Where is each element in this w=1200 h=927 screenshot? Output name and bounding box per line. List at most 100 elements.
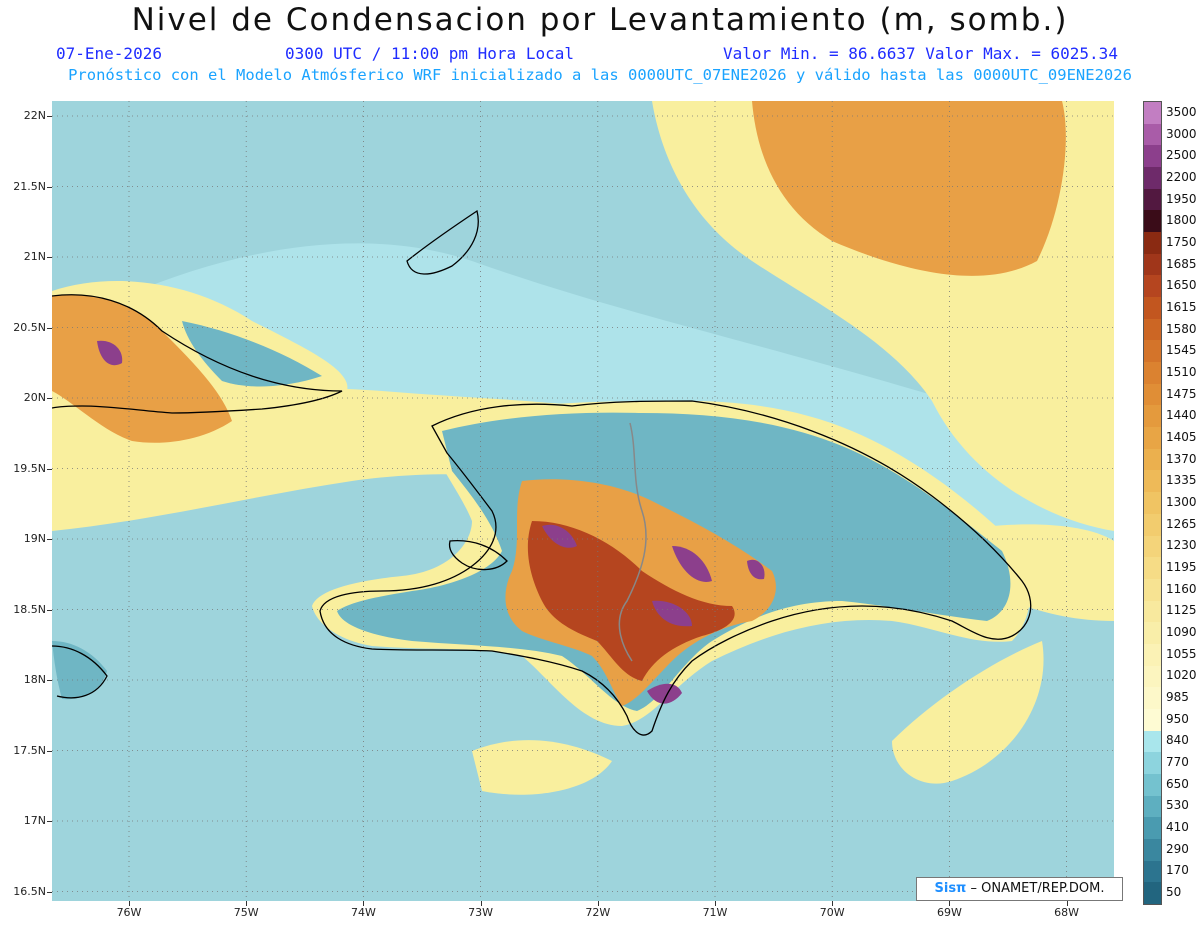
- legend-swatch: [1144, 362, 1161, 385]
- legend-swatch: [1144, 557, 1161, 580]
- legend-swatch: [1144, 578, 1161, 602]
- latitude-label: 21N: [23, 250, 46, 263]
- legend-swatch: [1144, 167, 1161, 190]
- forecast-date: 07-Ene-2026: [56, 44, 162, 63]
- longitude-tick: [246, 901, 248, 906]
- latitude-label: 21.5N: [13, 179, 46, 193]
- legend-label: 1230: [1166, 538, 1197, 553]
- latitude-label: 17N: [23, 814, 46, 827]
- legend-label: 530: [1166, 798, 1189, 813]
- condensation-level-map: [52, 101, 1114, 901]
- legend-label: 1300: [1166, 495, 1197, 509]
- legend-label: 1405: [1166, 429, 1197, 444]
- legend-swatch: [1144, 752, 1161, 775]
- latitude-tick: [47, 609, 52, 611]
- legend-swatch: [1144, 123, 1161, 146]
- legend-label: 840: [1166, 733, 1189, 748]
- legend-label: 1800: [1166, 213, 1197, 228]
- longitude-label: 74W: [350, 906, 376, 919]
- tortuga-coastline: [448, 540, 508, 571]
- model-subtitle: Pronóstico con el Modelo Atmósferico WRF…: [68, 66, 1132, 84]
- legend-swatch: [1144, 882, 1161, 905]
- legend-label: 290: [1166, 841, 1189, 856]
- legend-swatch: [1144, 145, 1161, 168]
- latitude-label: 19N: [23, 532, 46, 545]
- longitude-label: 76W: [116, 906, 142, 919]
- latitude-tick: [47, 680, 52, 681]
- latitude-label: 20N: [23, 391, 46, 404]
- latitude-tick: [47, 468, 52, 470]
- jamaica-teal: [52, 641, 107, 700]
- latitude-tick: [47, 891, 52, 893]
- latitude-label: 20.5N: [13, 320, 46, 334]
- legend-label: 2200: [1166, 169, 1197, 184]
- longitude-label: 69W: [936, 906, 962, 919]
- legend-label: 1265: [1166, 516, 1197, 531]
- legend-swatch: [1144, 405, 1161, 428]
- hispaniola-brown: [527, 521, 735, 681]
- latitude-tick: [47, 327, 52, 329]
- legend-swatch: [1144, 773, 1161, 797]
- latitude-label: 22N: [23, 109, 46, 122]
- latitude-label: 19.5N: [13, 461, 46, 475]
- legend-label: 1125: [1166, 603, 1197, 618]
- latitude-label: 18.5N: [13, 602, 46, 616]
- legend-label: 1195: [1166, 560, 1197, 575]
- legend-swatch: [1144, 275, 1161, 298]
- legend-swatch: [1144, 535, 1161, 558]
- legend-swatch: [1144, 622, 1161, 645]
- legend-label: 1685: [1166, 256, 1197, 271]
- legend-swatch: [1144, 340, 1161, 363]
- longitude-tick: [597, 901, 599, 906]
- longitude-tick: [715, 901, 716, 906]
- legend-swatch: [1144, 188, 1161, 211]
- longitude-tick: [480, 901, 482, 906]
- latitude-label: 16.5N: [13, 884, 46, 898]
- legend-swatch: [1144, 687, 1161, 710]
- legend-label: 1580: [1166, 321, 1197, 336]
- legend-swatch: [1144, 470, 1161, 493]
- latitude-tick: [47, 257, 52, 258]
- longitude-tick: [363, 901, 365, 906]
- legend-label: 1160: [1166, 581, 1197, 596]
- latitude-label: 18N: [23, 673, 46, 686]
- legend-swatch: [1144, 860, 1161, 883]
- legend-label: 1090: [1166, 625, 1197, 640]
- legend-label: 1055: [1166, 646, 1197, 661]
- longitude-label: 70W: [819, 906, 845, 919]
- color-legend: [1143, 101, 1162, 905]
- legend-swatch: [1144, 643, 1161, 667]
- legend-label: 770: [1166, 755, 1189, 770]
- legend-label: 1650: [1166, 278, 1197, 293]
- legend-label: 1335: [1166, 473, 1197, 488]
- legend-swatch: [1144, 318, 1161, 341]
- hispaniola-purple-3: [652, 600, 692, 627]
- yellow-patch-south: [892, 641, 1044, 784]
- legend-label: 950: [1166, 711, 1189, 726]
- longitude-label: 71W: [702, 906, 728, 919]
- legend-swatch: [1144, 795, 1161, 818]
- legend-swatch: [1144, 102, 1161, 125]
- legend-swatch: [1144, 427, 1161, 450]
- legend-swatch: [1144, 383, 1161, 406]
- cuba-orange: [52, 294, 232, 443]
- legend-label: 1370: [1166, 451, 1197, 466]
- jamaica-coastline: [52, 645, 108, 699]
- legend-swatch: [1144, 210, 1161, 233]
- longitude-label: 75W: [233, 906, 259, 919]
- legend-label: 1750: [1166, 234, 1197, 249]
- latitude-tick: [47, 398, 52, 399]
- legend-swatch: [1144, 817, 1161, 840]
- cuba-purple: [97, 340, 123, 366]
- longitude-tick: [1066, 901, 1068, 906]
- legend-label: 170: [1166, 863, 1189, 878]
- latitude-tick: [47, 821, 52, 822]
- legend-swatch: [1144, 492, 1161, 515]
- legend-swatch: [1144, 297, 1161, 320]
- cuba-coastline: [52, 294, 343, 414]
- map-canvas: [52, 101, 1114, 901]
- longitude-label: 73W: [468, 906, 494, 919]
- latitude-tick: [47, 116, 52, 117]
- legend-label: 985: [1166, 690, 1189, 705]
- min-max-values: Valor Min. = 86.6637 Valor Max. = 6025.3…: [723, 44, 1118, 63]
